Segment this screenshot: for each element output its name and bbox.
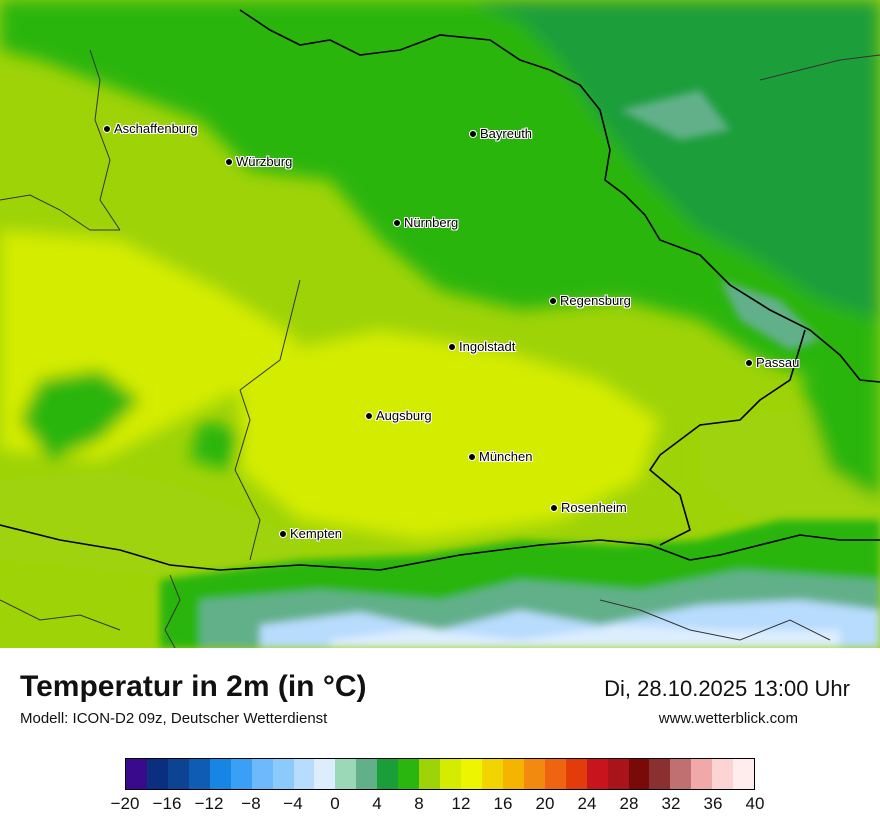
color-scale-tick-label: 0 — [330, 794, 340, 813]
city-marker: Regensburg — [549, 293, 631, 308]
city-label: Passau — [756, 355, 800, 370]
color-scale-bar — [125, 758, 755, 790]
color-scale-tick-label: 4 — [372, 794, 382, 813]
city-marker: Bayreuth — [469, 126, 532, 141]
color-swatch — [167, 759, 189, 789]
city-label: Augsburg — [376, 408, 432, 423]
city-marker: Kempten — [279, 526, 342, 541]
color-swatch — [481, 759, 503, 789]
color-swatch — [377, 759, 399, 789]
color-scale-tick-label: 8 — [414, 794, 424, 813]
forecast-datetime: Di, 28.10.2025 13:00 Uhr — [604, 676, 850, 701]
color-swatch — [544, 759, 566, 789]
color-scale-tick-label: 40 — [745, 794, 765, 813]
city-marker: Würzburg — [225, 154, 292, 169]
color-swatch — [356, 759, 378, 789]
color-swatch — [440, 759, 461, 789]
temperature-map: Aschaffenburg Würzburg Bayreuth Nürnberg… — [0, 0, 880, 648]
model-info: Modell: ICON-D2 09z, Deutscher Wetterdie… — [20, 710, 328, 727]
color-scale-tick-label: 16 — [493, 794, 513, 813]
city-marker: Passau — [745, 355, 799, 370]
city-marker: Ingolstadt — [448, 339, 515, 354]
city-dot — [365, 411, 373, 420]
color-scale-tick-label: 28 — [619, 794, 639, 813]
color-swatch — [230, 759, 252, 789]
district-lines — [0, 49, 880, 648]
color-swatch — [209, 759, 231, 789]
color-swatch — [502, 759, 524, 789]
city-label: Bayreuth — [480, 126, 533, 141]
city-marker: Nürnberg — [393, 215, 458, 230]
color-swatch — [146, 759, 168, 789]
city-label: Ingolstadt — [459, 339, 516, 354]
city-marker: Rosenheim — [550, 500, 627, 515]
city-dot — [469, 129, 477, 138]
city-dot — [549, 296, 557, 305]
city-dot — [550, 503, 558, 512]
color-swatch — [398, 759, 420, 789]
color-scale-tick-label: 12 — [451, 794, 471, 813]
color-swatch — [272, 759, 294, 789]
color-scale-tick-label: −16 — [152, 794, 182, 813]
color-scale-ticks: −20 −16 −12 −8 −4 0 4 8 12 16 20 24 28 32 36 40 — [111, 794, 765, 818]
color-swatch — [670, 759, 692, 789]
color-scale-tick-label: 20 — [535, 794, 555, 813]
color-swatch — [586, 759, 608, 789]
city-dot — [225, 157, 233, 166]
color-swatch — [649, 759, 671, 789]
color-scale-tick-label: 32 — [661, 794, 681, 813]
city-label: Aschaffenburg — [114, 121, 198, 136]
alps-field — [160, 90, 880, 648]
color-scale-tick-label: −4 — [283, 794, 303, 813]
color-scale-tick-label: −12 — [194, 794, 224, 813]
color-swatch — [712, 759, 734, 789]
city-label: München — [479, 449, 533, 464]
city-label: Würzburg — [236, 154, 293, 169]
color-scale-tick-label: 36 — [703, 794, 723, 813]
city-dot — [468, 452, 476, 461]
color-swatch — [607, 759, 629, 789]
city-label: Nürnberg — [404, 215, 459, 230]
color-swatch — [251, 759, 273, 789]
color-swatch — [691, 759, 713, 789]
map-title: Temperatur in 2m (in °C) — [20, 670, 367, 703]
city-dot — [745, 358, 753, 367]
city-marker: Aschaffenburg — [103, 121, 198, 136]
city-label: Rosenheim — [561, 500, 627, 515]
city-dot — [103, 124, 111, 133]
color-swatch — [293, 759, 315, 789]
map-canvas — [0, 0, 880, 648]
color-swatch — [335, 759, 357, 789]
border-lines — [0, 9, 880, 571]
color-swatch — [461, 759, 482, 789]
color-swatch — [733, 759, 755, 789]
city-dot — [448, 342, 456, 351]
color-scale-tick-label: 24 — [577, 794, 597, 813]
city-marker: Augsburg — [365, 408, 432, 423]
city-label: Kempten — [290, 526, 343, 541]
color-swatch — [419, 759, 441, 789]
color-scale-tick-label: −8 — [241, 794, 261, 813]
city-dot — [279, 529, 287, 538]
temperature-field — [0, 0, 880, 580]
city-dot — [393, 218, 401, 227]
color-swatch — [188, 759, 210, 789]
color-swatch — [565, 759, 587, 789]
website-label: www.wetterblick.com — [658, 710, 798, 727]
color-swatch — [314, 759, 336, 789]
color-scale-tick-label: −20 — [110, 794, 140, 813]
color-swatch — [523, 759, 545, 789]
city-label: Regensburg — [560, 293, 631, 308]
city-marker: München — [468, 449, 532, 464]
color-swatch — [628, 759, 650, 789]
color-swatch — [126, 759, 147, 789]
